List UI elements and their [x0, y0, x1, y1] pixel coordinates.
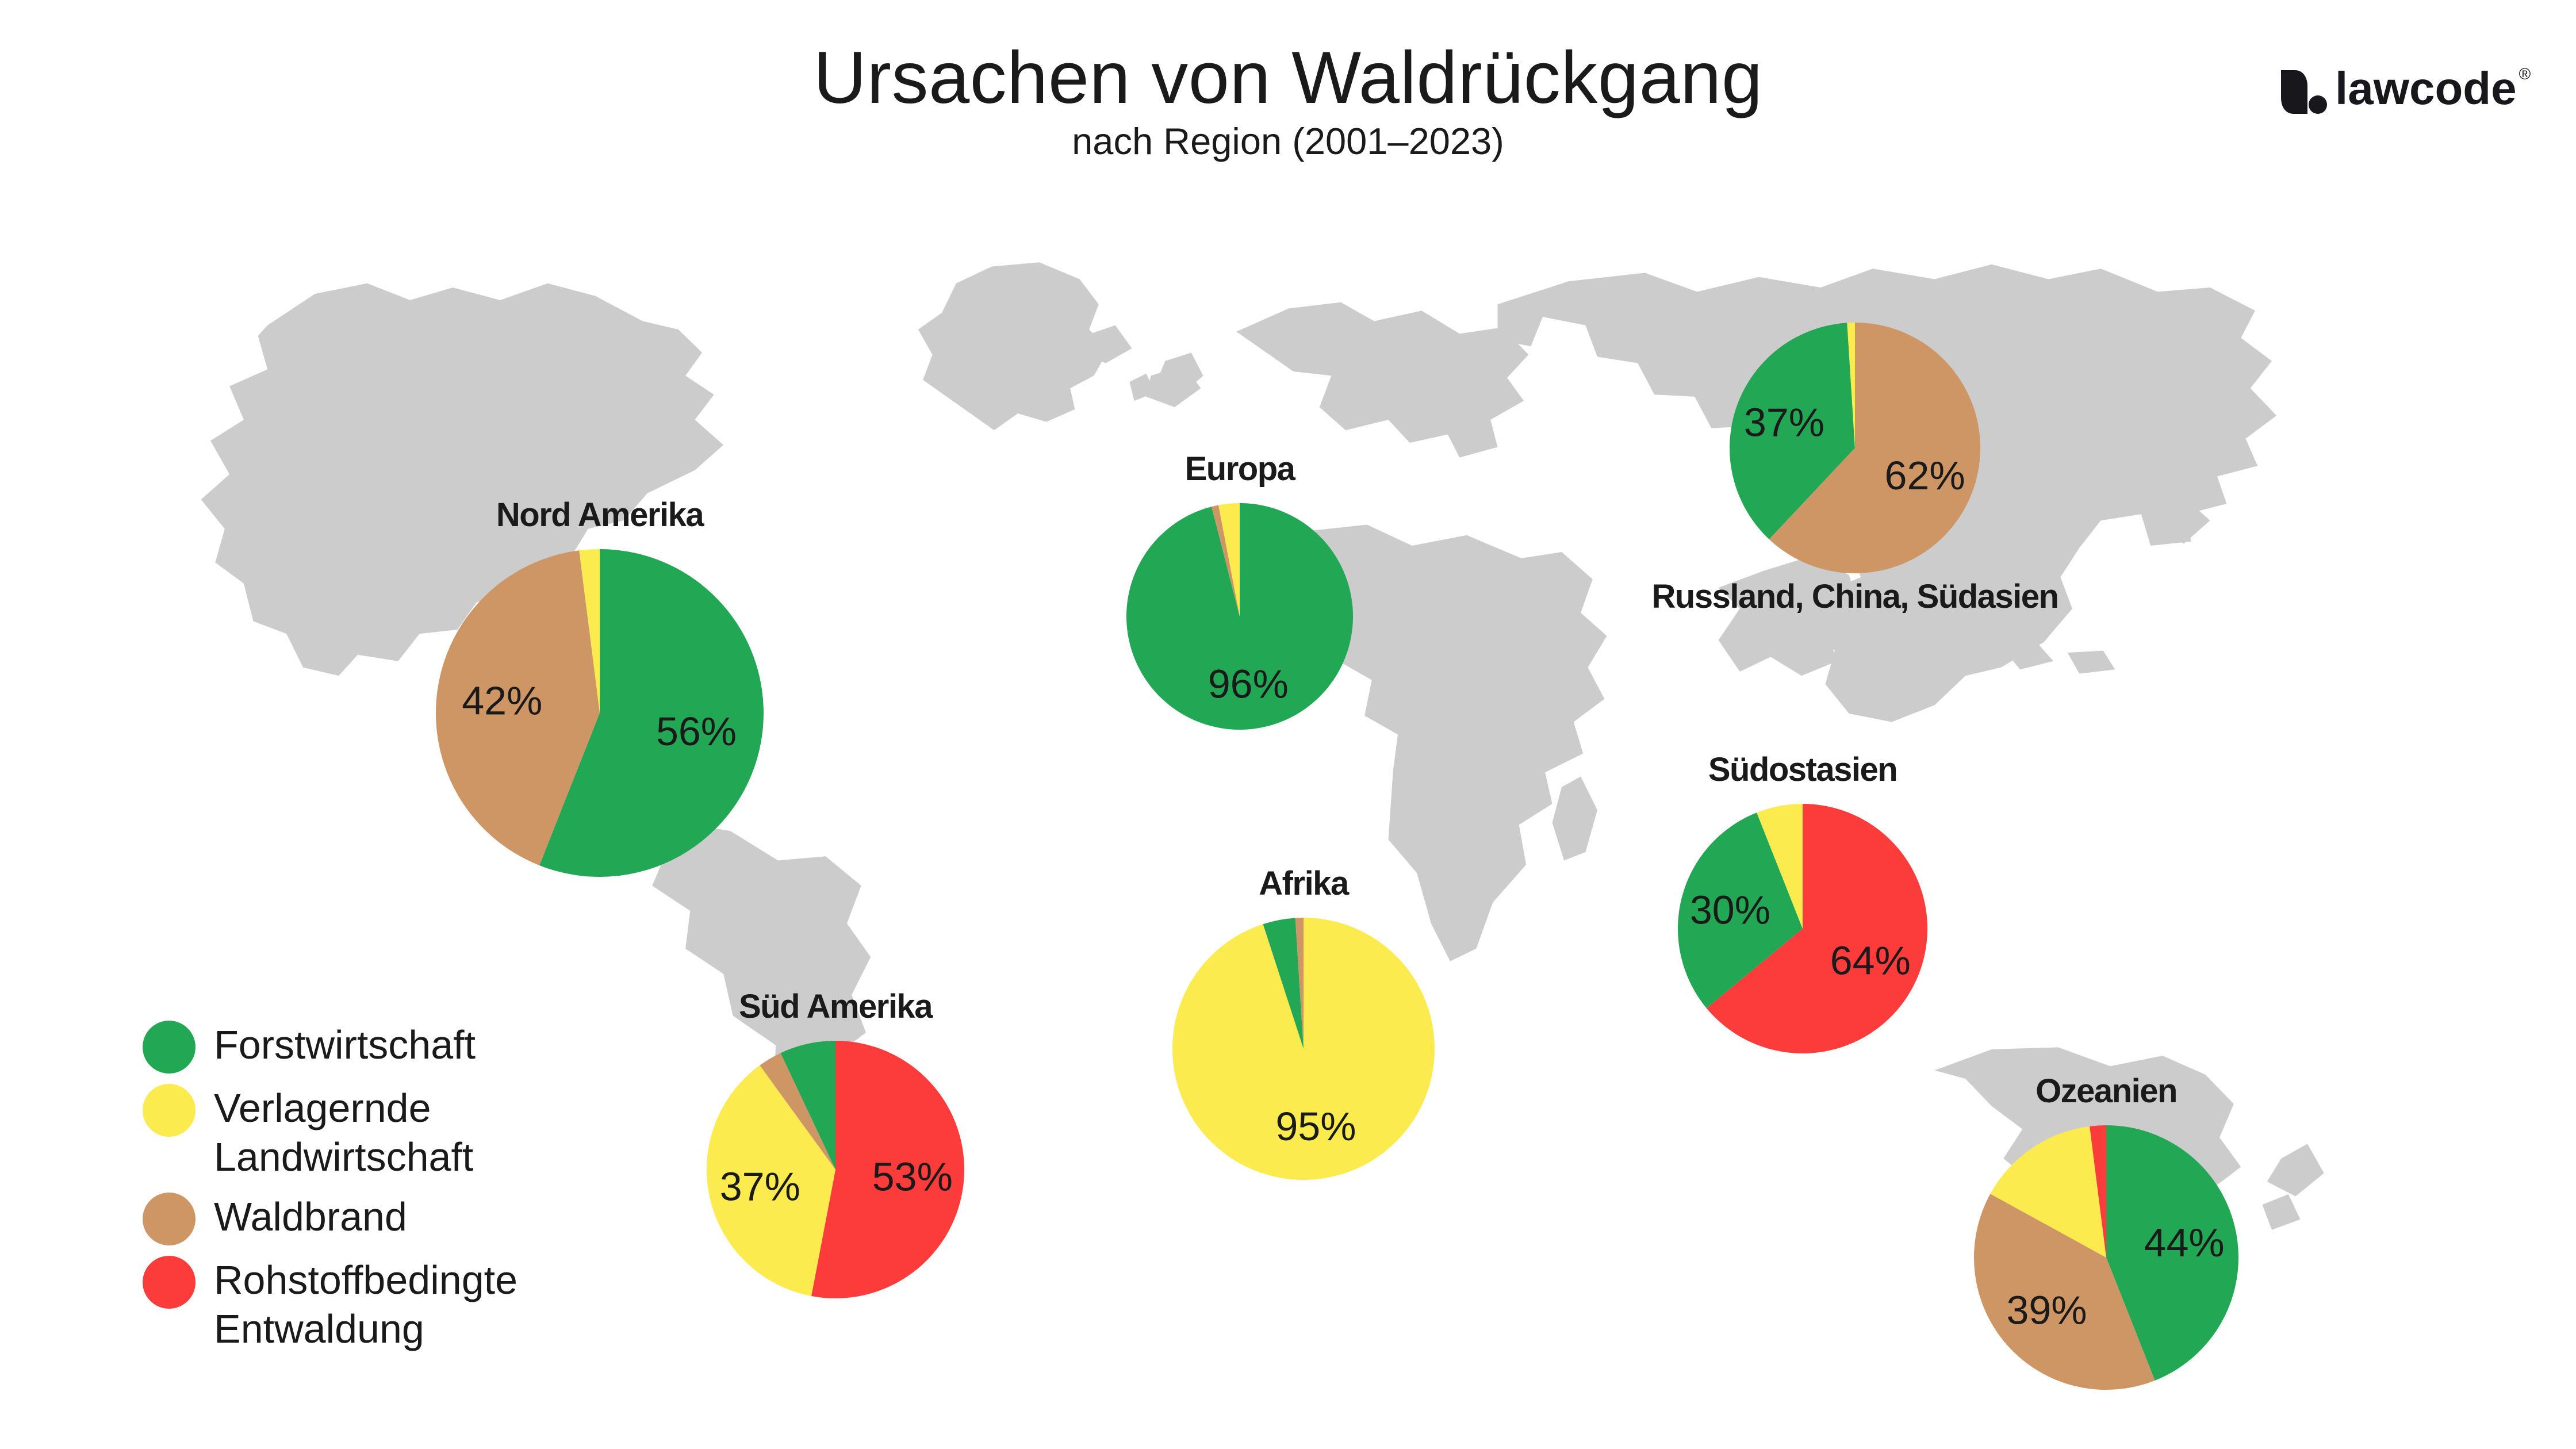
svg-text:Nord Amerika: Nord Amerika: [496, 496, 704, 534]
svg-text:64%: 64%: [1830, 938, 1911, 983]
svg-text:53%: 53%: [872, 1155, 953, 1199]
svg-text:Afrika: Afrika: [1259, 865, 1350, 902]
svg-text:62%: 62%: [1885, 453, 1965, 498]
svg-text:56%: 56%: [656, 709, 737, 754]
svg-text:Südostasien: Südostasien: [1708, 751, 1897, 788]
svg-text:37%: 37%: [1744, 400, 1824, 445]
svg-text:39%: 39%: [2006, 1287, 2087, 1332]
svg-text:30%: 30%: [1690, 888, 1770, 933]
svg-text:Süd Amerika: Süd Amerika: [739, 988, 933, 1025]
svg-text:44%: 44%: [2144, 1220, 2225, 1265]
svg-text:Europa: Europa: [1185, 450, 1296, 488]
svg-text:95%: 95%: [1275, 1104, 1356, 1149]
svg-text:Russland, China, Südasien: Russland, China, Südasien: [1652, 578, 2058, 615]
svg-text:Ozeanien: Ozeanien: [2035, 1072, 2177, 1110]
svg-text:42%: 42%: [462, 678, 542, 723]
svg-text:37%: 37%: [720, 1164, 800, 1209]
svg-text:96%: 96%: [1208, 661, 1289, 706]
